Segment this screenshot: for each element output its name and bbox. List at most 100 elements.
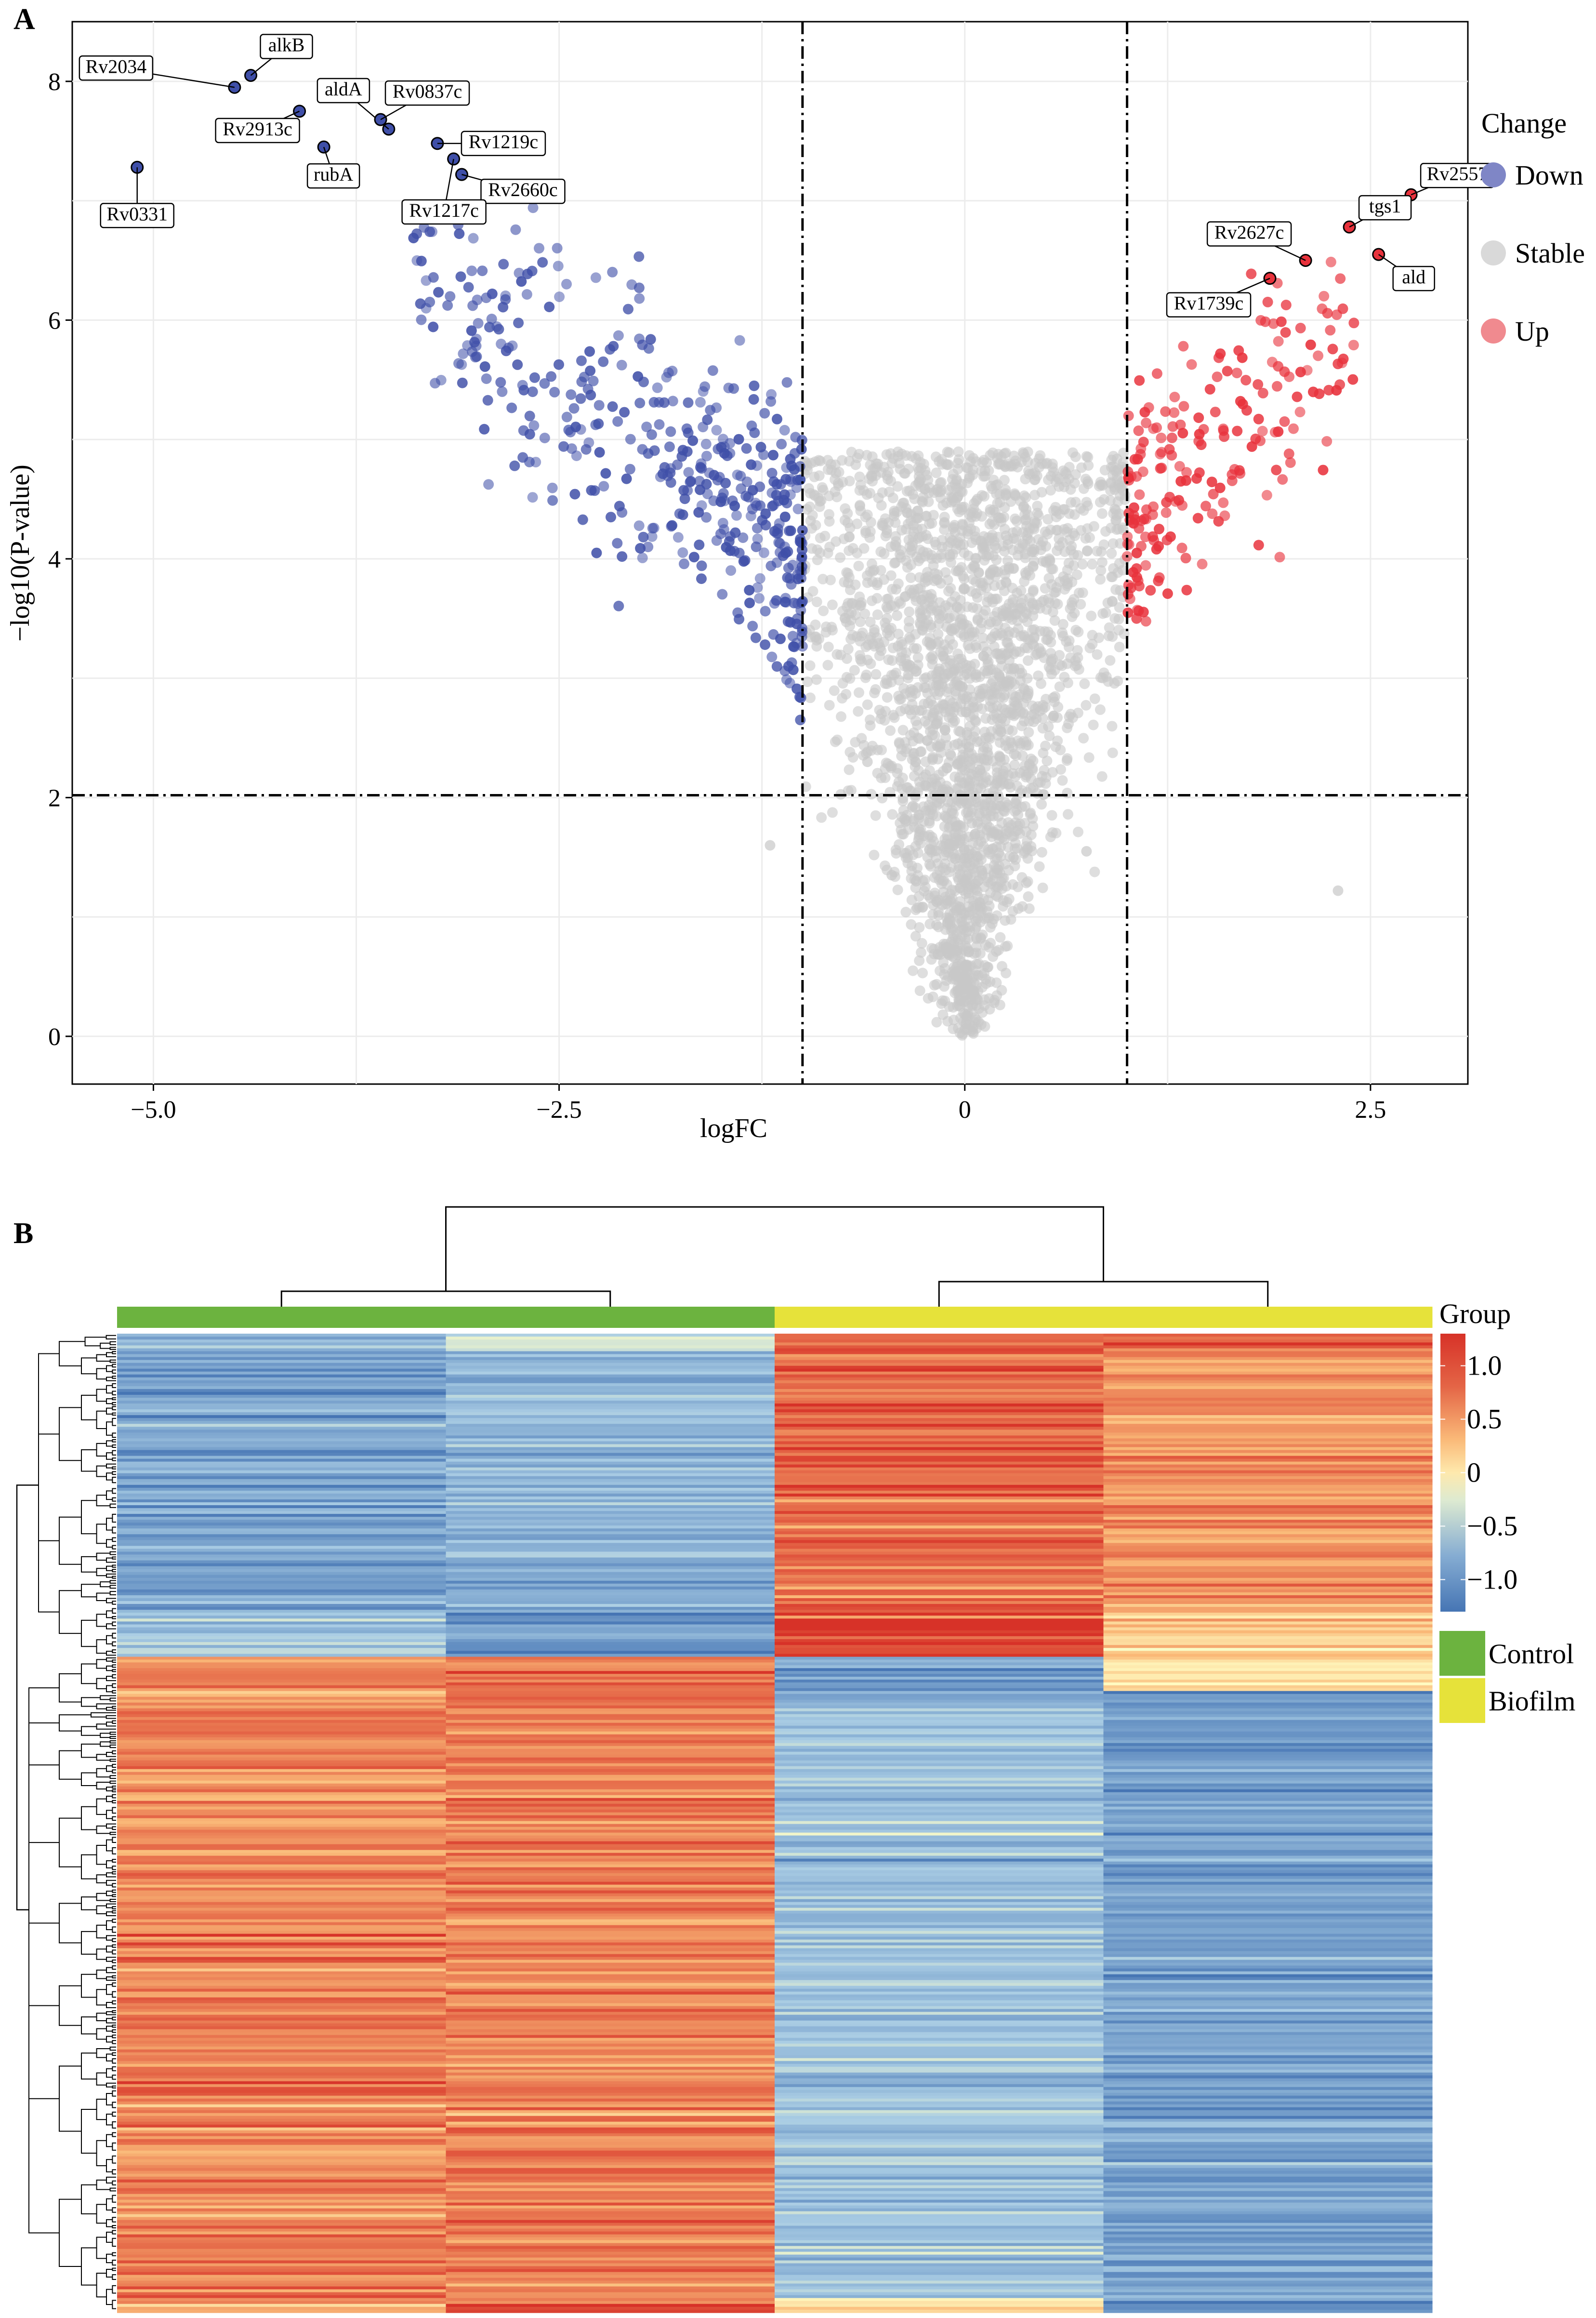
point-down — [598, 356, 609, 367]
point-stable — [1002, 681, 1013, 691]
point-down — [590, 272, 601, 283]
row-dendrogram-branch — [96, 2204, 106, 2224]
row-dendrogram-branch — [112, 1683, 116, 1688]
point-stable — [1034, 705, 1045, 716]
heatmap-cell — [117, 1487, 447, 1491]
heatmap-cell — [1103, 1974, 1433, 1978]
heatmap-cell — [1103, 1586, 1433, 1590]
gene-label-box — [260, 34, 313, 59]
heatmap-cell — [446, 2205, 775, 2209]
point-stable — [1098, 539, 1109, 550]
heatmap-cell — [775, 1887, 1104, 1891]
point-stable — [946, 808, 957, 819]
point-stable — [976, 865, 988, 876]
heatmap-cell — [775, 1540, 1104, 1543]
point-down — [771, 661, 782, 672]
heatmap-cell — [446, 1424, 775, 1427]
heatmap-cell — [117, 2009, 447, 2013]
heatmap-cell — [1103, 2009, 1433, 2013]
point-stable — [837, 693, 848, 704]
point-down — [584, 346, 595, 357]
heatmap-cell — [446, 1728, 775, 1732]
point-stable — [904, 704, 915, 715]
point-stable — [872, 744, 883, 755]
heatmap-cell — [117, 2176, 447, 2180]
row-dendrogram-branch — [81, 1357, 97, 1375]
heatmap-cell — [446, 2153, 775, 2157]
heatmap-cell — [775, 1694, 1104, 1697]
row-dendrogram-branch — [96, 1410, 106, 1429]
point-stable — [923, 799, 935, 810]
heatmap-cell — [117, 1461, 447, 1465]
point-up — [1295, 322, 1306, 333]
heatmap-cell — [1103, 1490, 1433, 1494]
row-dendrogram-branch — [81, 1772, 97, 1787]
point-up — [1229, 464, 1240, 475]
heatmap-cell — [446, 2260, 775, 2264]
point-stable — [962, 620, 973, 631]
point-stable — [963, 463, 974, 474]
heatmap-cell — [117, 2165, 447, 2169]
point-down — [752, 533, 763, 544]
heatmap-cell — [775, 1919, 1104, 1923]
heatmap-cell — [775, 1740, 1104, 1744]
heatmap-cell — [775, 2176, 1104, 2180]
row-dendrogram-branch — [109, 1744, 116, 1748]
point-stable — [932, 781, 943, 792]
heatmap-cell — [775, 1832, 1104, 1836]
heatmap-cell — [446, 1586, 775, 1590]
heatmap-cell — [775, 2150, 1104, 2154]
point-up — [1222, 366, 1233, 377]
row-dendrogram-branch — [96, 1874, 106, 1883]
heatmap-cell — [1103, 2240, 1433, 2244]
heatmap-cell — [1103, 1406, 1433, 1410]
heatmap-cell — [775, 2254, 1104, 2258]
heatmap-cell — [446, 1348, 775, 1352]
point-stable — [988, 475, 999, 486]
heatmap-cell — [446, 2286, 775, 2290]
heatmap-cell — [1103, 2214, 1433, 2218]
point-stable — [916, 938, 927, 949]
heatmap-cell — [1103, 2165, 1433, 2169]
gene-label-box — [401, 199, 487, 225]
heatmap-cell — [446, 1398, 775, 1401]
point-stable — [1020, 451, 1030, 463]
heatmap-cell — [446, 1968, 775, 1972]
row-dendrogram-branch — [112, 1406, 116, 1410]
point-up — [1148, 501, 1159, 512]
row-dendrogram-branch — [112, 2225, 116, 2228]
point-stable — [935, 492, 946, 503]
point-down — [503, 342, 514, 353]
heatmap-cell — [117, 1560, 447, 1564]
heatmap-cell — [775, 2084, 1104, 2088]
heatmap-cell — [1103, 1812, 1433, 1816]
point-stable — [931, 1017, 942, 1028]
heatmap-cell — [775, 1916, 1104, 1920]
heatmap-cell — [446, 1847, 775, 1851]
heatmap-cell — [775, 2139, 1104, 2143]
heatmap-cell — [775, 1334, 1104, 1337]
heatmap-cell — [775, 1604, 1104, 1607]
heatmap-cell — [1103, 1829, 1433, 1833]
heatmap-cell — [775, 2075, 1104, 2079]
heatmap-cell — [446, 1668, 775, 1671]
heatmap-cell — [1103, 2171, 1433, 2174]
point-down — [477, 265, 488, 277]
heatmap-cell — [446, 1409, 775, 1413]
point-up — [1134, 489, 1145, 500]
heatmap-cell — [775, 1829, 1104, 1833]
point-stable — [889, 505, 900, 517]
heatmap-cell — [446, 1583, 775, 1587]
heatmap-cell — [775, 1560, 1104, 1564]
heatmap-cell — [446, 2127, 775, 2131]
row-dendrogram-branch — [96, 1905, 106, 1915]
point-stable — [836, 711, 846, 722]
heatmap-cell — [775, 1731, 1104, 1735]
heatmap-cell — [117, 1694, 447, 1697]
point-up — [1317, 303, 1328, 314]
heatmap-cell — [446, 1991, 775, 1995]
heatmap-cell — [1103, 2162, 1433, 2166]
point-stable — [1059, 504, 1070, 515]
